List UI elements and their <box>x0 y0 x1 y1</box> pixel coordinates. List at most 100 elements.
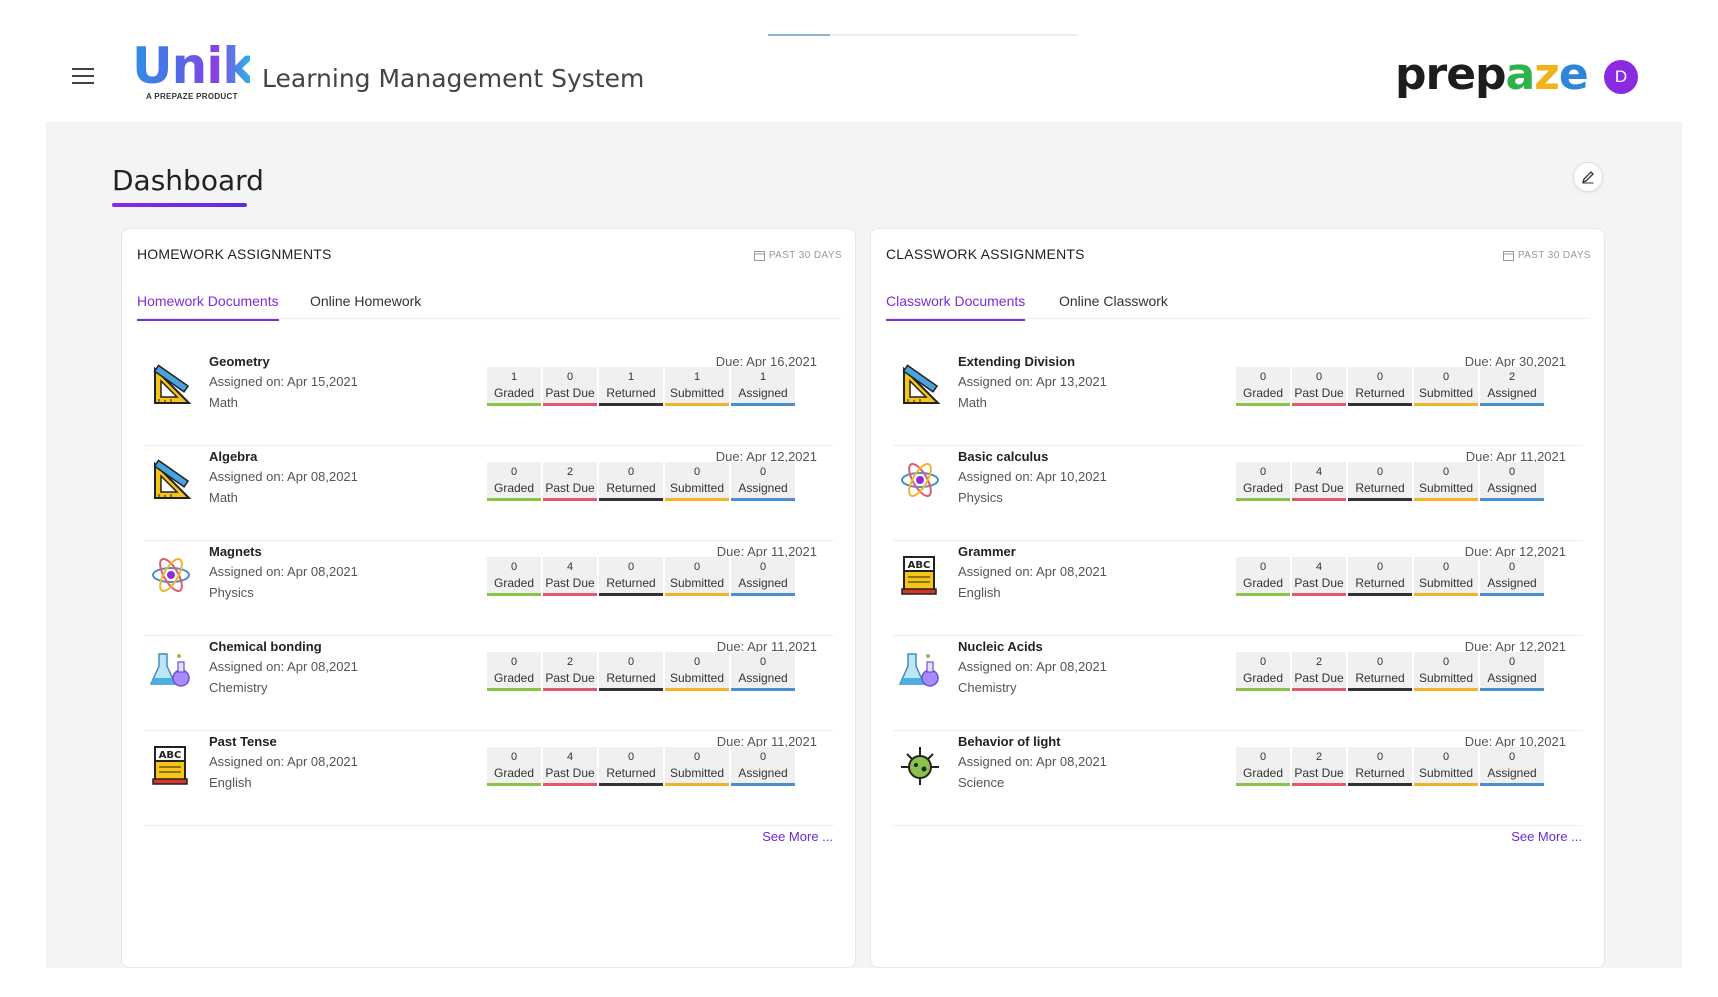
tab-classwork-documents[interactable]: Classwork Documents <box>886 293 1026 321</box>
stat-returned[interactable]: 0 Returned <box>1348 652 1412 691</box>
tab-online-homework[interactable]: Online Homework <box>310 293 422 309</box>
assignment-name[interactable]: Past Tense <box>209 734 277 749</box>
stat-returned[interactable]: 0 Returned <box>599 557 663 596</box>
stat-returned[interactable]: 0 Returned <box>599 652 663 691</box>
stat-assigned-label: Assigned <box>738 576 788 590</box>
stat-returned-count: 0 <box>1376 371 1384 383</box>
stat-assigned[interactable]: 0 Assigned <box>1480 652 1544 691</box>
stat-returned[interactable]: 0 Returned <box>1348 747 1412 786</box>
assignment-row[interactable]: Behavior of light Assigned on: Apr 08,202… <box>893 731 1583 826</box>
assignment-name[interactable]: Chemical bonding <box>209 639 322 654</box>
card-title: HOMEWORK ASSIGNMENTS <box>137 246 332 262</box>
stat-graded[interactable]: 0 Graded <box>1236 652 1290 691</box>
stat-graded[interactable]: 0 Graded <box>1236 747 1290 786</box>
stat-past-due[interactable]: 2 Past Due <box>1292 652 1346 691</box>
stat-submitted[interactable]: 0 Submitted <box>665 462 729 501</box>
tab-online-classwork[interactable]: Online Classwork <box>1059 293 1168 309</box>
assignment-row[interactable]: Geometry Assigned on: Apr 15,2021 Math Due:… <box>144 351 834 446</box>
stat-graded[interactable]: 0 Graded <box>487 747 541 786</box>
stat-submitted[interactable]: 0 Submitted <box>665 747 729 786</box>
assignment-row[interactable]: Extending Division Assigned on: Apr 13,20… <box>893 351 1583 446</box>
assignment-row[interactable]: ABC Grammer Assigned on: Apr 08,2021 Englis… <box>893 541 1583 636</box>
classwork-assignments-card: CLASSWORK ASSIGNMENTS PAST 30 DAYS Class… <box>870 228 1605 968</box>
stat-returned[interactable]: 0 Returned <box>1348 462 1412 501</box>
stat-assigned-label: Assigned <box>1487 576 1537 590</box>
assignment-name[interactable]: Extending Division <box>958 354 1076 369</box>
stat-submitted[interactable]: 0 Submitted <box>1414 557 1478 596</box>
stat-submitted[interactable]: 0 Submitted <box>1414 367 1478 406</box>
stat-returned[interactable]: 0 Returned <box>599 462 663 501</box>
see-more-link[interactable]: See More ... <box>1511 829 1582 844</box>
stat-past-due-label: Past Due <box>1294 766 1344 780</box>
assignment-name[interactable]: Magnets <box>209 544 262 559</box>
stat-submitted[interactable]: 0 Submitted <box>1414 462 1478 501</box>
date-range-filter[interactable]: PAST 30 DAYS <box>753 250 842 261</box>
edit-dashboard-button[interactable] <box>1573 162 1603 192</box>
stat-submitted-count: 0 <box>693 561 701 573</box>
stat-graded[interactable]: 0 Graded <box>487 557 541 596</box>
assignment-name[interactable]: Geometry <box>209 354 270 369</box>
stat-submitted[interactable]: 0 Submitted <box>665 652 729 691</box>
stat-assigned[interactable]: 0 Assigned <box>731 462 795 501</box>
stat-past-due[interactable]: 4 Past Due <box>543 557 597 596</box>
stat-submitted-label: Submitted <box>1418 766 1474 780</box>
stat-returned[interactable]: 0 Returned <box>1348 557 1412 596</box>
svg-text:ABC: ABC <box>908 560 931 571</box>
stat-past-due[interactable]: 0 Past Due <box>1292 367 1346 406</box>
stat-submitted[interactable]: 1 Submitted <box>665 367 729 406</box>
stat-past-due[interactable]: 2 Past Due <box>1292 747 1346 786</box>
stat-returned[interactable]: 0 Returned <box>599 747 663 786</box>
assignment-name[interactable]: Grammer <box>958 544 1016 559</box>
stat-graded[interactable]: 0 Graded <box>1236 367 1290 406</box>
assignment-name[interactable]: Algebra <box>209 449 258 464</box>
stat-assigned[interactable]: 0 Assigned <box>1480 557 1544 596</box>
assignment-row[interactable]: Algebra Assigned on: Apr 08,2021 Math Due: … <box>144 446 834 541</box>
user-avatar[interactable]: D <box>1604 60 1638 94</box>
stat-assigned[interactable]: 0 Assigned <box>731 747 795 786</box>
stat-graded[interactable]: 0 Graded <box>487 652 541 691</box>
status-counts: 0 Graded 4 Past Due 0 Returned 0 Submitted 0 Assi… <box>1236 462 1544 501</box>
assignment-subject: English <box>209 775 252 790</box>
card-title: CLASSWORK ASSIGNMENTS <box>886 246 1085 262</box>
stat-submitted[interactable]: 0 Submitted <box>1414 747 1478 786</box>
stat-past-due[interactable]: 4 Past Due <box>543 747 597 786</box>
stat-past-due[interactable]: 2 Past Due <box>543 652 597 691</box>
stat-assigned[interactable]: 2 Assigned <box>1480 367 1544 406</box>
stat-assigned[interactable]: 0 Assigned <box>731 557 795 596</box>
stat-past-due-label: Past Due <box>1294 671 1344 685</box>
stat-returned[interactable]: 1 Returned <box>599 367 663 406</box>
stat-assigned[interactable]: 0 Assigned <box>731 652 795 691</box>
tab-homework-documents[interactable]: Homework Documents <box>137 293 279 321</box>
stat-returned[interactable]: 0 Returned <box>1348 367 1412 406</box>
assignment-name[interactable]: Nucleic Acids <box>958 639 1043 654</box>
stat-submitted[interactable]: 0 Submitted <box>1414 652 1478 691</box>
unik-logo[interactable]: Unik A PREPAZE PRODUCT <box>132 38 256 110</box>
assignment-name[interactable]: Basic calculus <box>958 449 1049 464</box>
calendar-icon <box>753 251 765 261</box>
atom-icon <box>149 553 193 597</box>
assignment-row[interactable]: Chemical bonding Assigned on: Apr 08,2021… <box>144 636 834 731</box>
stat-past-due[interactable]: 4 Past Due <box>1292 557 1346 596</box>
menu-icon[interactable] <box>72 68 94 84</box>
stat-past-due[interactable]: 2 Past Due <box>543 462 597 501</box>
assignment-row[interactable]: Basic calculus Assigned on: Apr 10,2021 Ph… <box>893 446 1583 541</box>
stat-submitted-label: Submitted <box>669 481 725 495</box>
stat-graded[interactable]: 0 Graded <box>1236 462 1290 501</box>
assignment-row[interactable]: Magnets Assigned on: Apr 08,2021 Physics Du… <box>144 541 834 636</box>
see-more-link[interactable]: See More ... <box>762 829 833 844</box>
stat-graded[interactable]: 0 Graded <box>487 462 541 501</box>
date-range-label: PAST 30 DAYS <box>1517 250 1591 261</box>
stat-graded[interactable]: 1 Graded <box>487 367 541 406</box>
assignment-name[interactable]: Behavior of light <box>958 734 1061 749</box>
date-range-filter[interactable]: PAST 30 DAYS <box>1502 250 1591 261</box>
stat-assigned[interactable]: 1 Assigned <box>731 367 795 406</box>
stat-graded[interactable]: 0 Graded <box>1236 557 1290 596</box>
status-counts: 1 Graded 0 Past Due 1 Returned 1 Submitted 1 Assi… <box>487 367 795 406</box>
assignment-row[interactable]: ABC Past Tense Assigned on: Apr 08,2021 Eng… <box>144 731 834 826</box>
stat-assigned[interactable]: 0 Assigned <box>1480 747 1544 786</box>
assignment-row[interactable]: Nucleic Acids Assigned on: Apr 08,2021 Che… <box>893 636 1583 731</box>
stat-past-due[interactable]: 0 Past Due <box>543 367 597 406</box>
stat-assigned[interactable]: 0 Assigned <box>1480 462 1544 501</box>
stat-past-due[interactable]: 4 Past Due <box>1292 462 1346 501</box>
stat-submitted[interactable]: 0 Submitted <box>665 557 729 596</box>
